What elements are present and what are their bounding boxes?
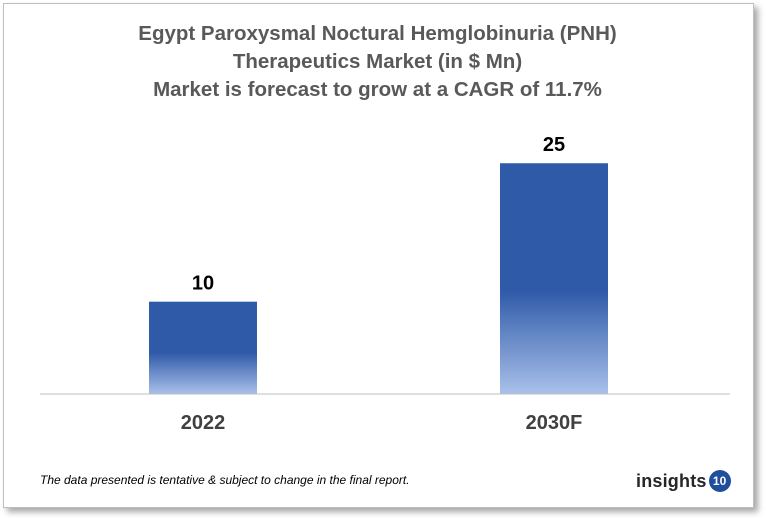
chart-title-line-1: Egypt Paroxysmal Noctural Hemglobinuria … bbox=[138, 22, 617, 45]
logo-text: insights bbox=[636, 470, 707, 491]
data-label-2022: 10 bbox=[192, 273, 214, 295]
x-tick-label-2022: 2022 bbox=[181, 412, 226, 434]
chart-title: Egypt Paroxysmal Noctural Hemglobinuria … bbox=[0, 20, 755, 104]
logo-badge: 10 bbox=[708, 470, 731, 492]
chart-title-line-2: Therapeutics Market (in $ Mn) bbox=[232, 50, 523, 73]
footnote: The data presented is tentative & subjec… bbox=[40, 473, 410, 487]
chart-frame bbox=[3, 3, 754, 508]
bar-2022 bbox=[149, 301, 257, 394]
insights10-logo: insights 10 bbox=[636, 470, 731, 492]
x-tick-label-2030f: 2030F bbox=[526, 412, 583, 434]
bar-2030f bbox=[500, 163, 608, 394]
chart-subtitle: Market is forecast to grow at a CAGR of … bbox=[153, 78, 602, 101]
data-label-2030f: 25 bbox=[543, 134, 565, 156]
